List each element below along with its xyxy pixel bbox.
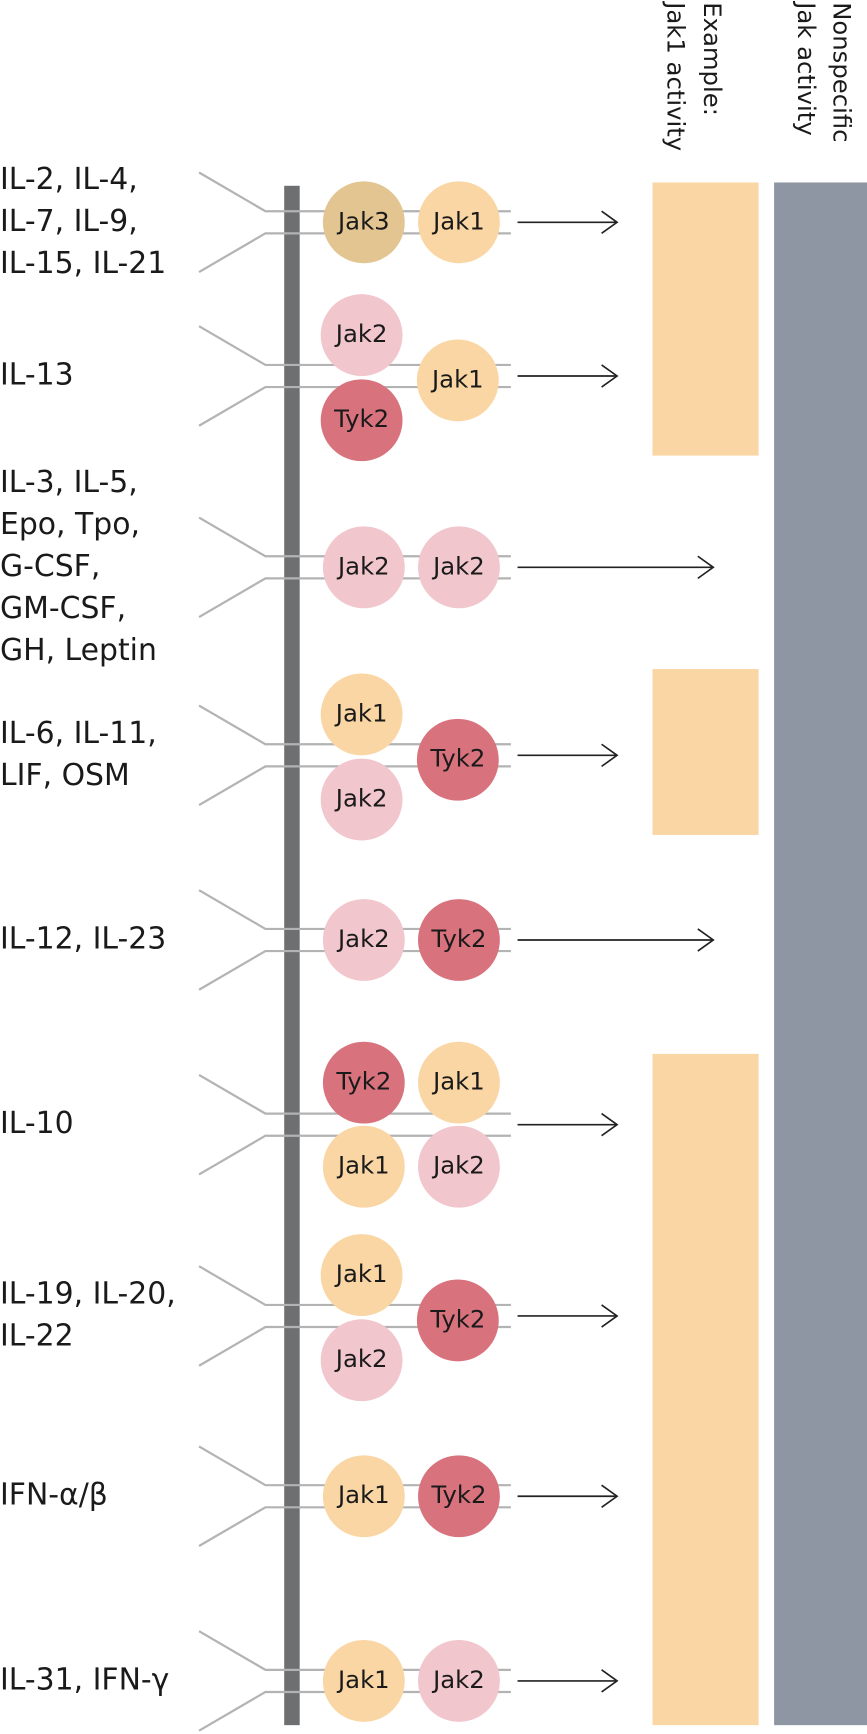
ligand-label: GM-CSF,: [0, 591, 126, 626]
ligand-label: IL-6, IL-11,: [0, 716, 157, 751]
kinase: [322, 181, 405, 264]
kinase-label: Jak1: [336, 1151, 390, 1180]
kinase-label: Jak1: [334, 1259, 388, 1288]
kinase: [416, 718, 499, 801]
kinase: [418, 1640, 500, 1722]
arrow-head: [601, 364, 619, 388]
arrow-head: [601, 743, 619, 768]
ligand-label: IFN-α/β: [0, 1478, 108, 1513]
kinase-label: Tyk2: [430, 924, 486, 953]
kinase: [322, 1640, 405, 1722]
kinase: [322, 1125, 405, 1208]
kinase: [418, 1455, 500, 1538]
kinase-label: Tyk2: [429, 1304, 485, 1333]
rows: IL-2, IL-4, IL-7, IL-9, IL-15, IL-21 Jak3 Ja…: [0, 162, 715, 1732]
kinase-label: Jak2: [334, 784, 388, 813]
kinase: [320, 673, 403, 756]
ligand-label: IL-3, IL-5,: [0, 465, 138, 500]
kinase: [418, 1125, 500, 1208]
kinase-label: Tyk2: [333, 404, 389, 433]
kinase: [320, 1234, 403, 1316]
kinase-label: Jak2: [334, 1344, 388, 1373]
arrow-head: [601, 210, 619, 235]
kinase-label: Jak2: [336, 551, 390, 580]
column-header: Jak1 activity: [662, 0, 691, 151]
column-header: Nonspecific: [827, 2, 856, 142]
kinase: [418, 899, 500, 981]
arrow-head: [601, 1112, 619, 1137]
ligand-label: IL-13: [0, 357, 74, 392]
arrow-head: [601, 1669, 619, 1693]
kinase: [418, 1041, 500, 1124]
arrow-head: [601, 1304, 619, 1328]
ligand-label: IL-19, IL-20,: [0, 1276, 176, 1311]
ligand-label: IL-12, IL-23: [0, 921, 166, 956]
kinase-label: Jak1: [336, 1480, 390, 1509]
kinase: [322, 899, 405, 981]
kinase-label: Jak1: [431, 206, 485, 235]
receptor: [198, 1073, 511, 1115]
arrow-head: [697, 555, 715, 580]
ligand-label: IL-10: [0, 1106, 74, 1141]
kinase: [322, 1455, 405, 1538]
kinase-label: Jak2: [431, 551, 485, 580]
ligand-label: G-CSF,: [0, 549, 100, 584]
kinase-label: Tyk2: [335, 1067, 391, 1096]
column-header: Example:: [698, 2, 727, 116]
kinase-label: Jak1: [336, 1665, 390, 1694]
kinase: [416, 1279, 499, 1362]
kinase-label: Jak1: [430, 364, 484, 393]
kinase-label: Jak1: [431, 1067, 485, 1096]
receptor: [198, 1134, 511, 1176]
membrane: [284, 185, 300, 1726]
kinase-label: Tyk2: [430, 1480, 486, 1509]
kinase-label: Tyk2: [429, 744, 485, 773]
jak1-bar: [652, 1053, 759, 1726]
kinase: [322, 1041, 405, 1124]
ligand-label: GH, Leptin: [0, 633, 157, 668]
kinase: [416, 339, 499, 422]
arrow-head: [697, 928, 715, 952]
kinase-label: Jak2: [431, 1151, 485, 1180]
kinase: [320, 1319, 403, 1402]
kinase: [320, 379, 403, 462]
kinase-label: Jak3: [336, 206, 390, 235]
arrow-head: [601, 1484, 619, 1508]
jak1-bar: [652, 182, 759, 456]
column-header: Jak activity: [792, 0, 821, 136]
kinase-label: Jak1: [334, 698, 388, 727]
kinase: [320, 758, 403, 841]
kinase-label: Jak2: [431, 1665, 485, 1694]
kinase: [418, 526, 500, 609]
kinase: [418, 181, 500, 264]
ligand-label: IL-22: [0, 1318, 74, 1353]
ligand-label: Epo, Tpo,: [0, 507, 140, 542]
jak1-bar: [652, 669, 759, 835]
ligand-label: IL-2, IL-4,: [0, 162, 138, 197]
nonspecific-bar: [774, 182, 867, 1726]
ligand-label: IL-15, IL-21: [0, 246, 166, 281]
ligand-label: LIF, OSM: [0, 758, 130, 793]
kinase-label: Jak2: [334, 319, 388, 348]
ligand-label: IL-31, IFN-γ: [0, 1662, 169, 1697]
kinase: [322, 526, 405, 609]
kinase-label: Jak2: [336, 924, 390, 953]
kinase: [320, 294, 403, 376]
ligand-label: IL-7, IL-9,: [0, 204, 138, 239]
